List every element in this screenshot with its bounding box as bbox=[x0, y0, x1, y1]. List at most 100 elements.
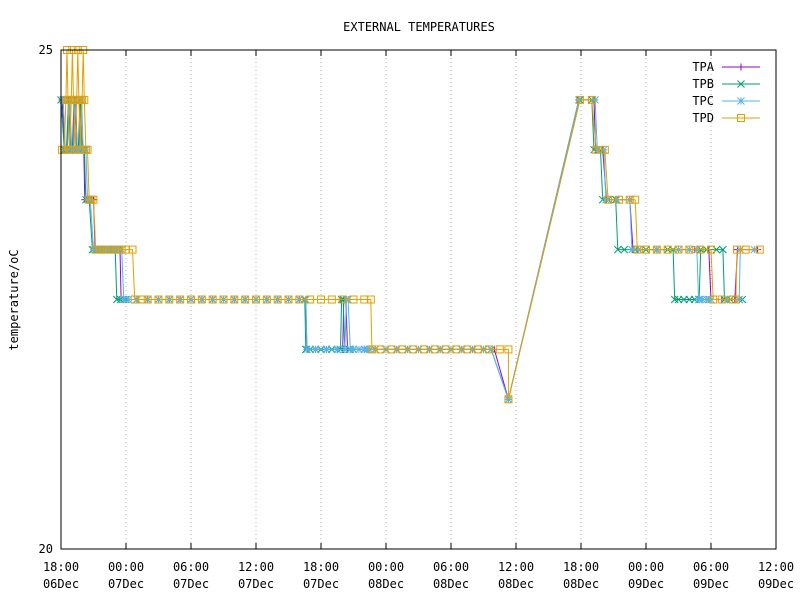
data-point bbox=[91, 245, 100, 254]
data-point bbox=[355, 345, 363, 354]
x-tick-date: 08Dec bbox=[498, 577, 534, 591]
data-point bbox=[600, 145, 609, 154]
x-tick-date: 08Dec bbox=[563, 577, 599, 591]
data-point bbox=[117, 245, 126, 254]
data-point bbox=[614, 195, 623, 204]
x-tick-label: 00:00 bbox=[368, 560, 404, 574]
data-point bbox=[130, 295, 139, 304]
data-point bbox=[463, 345, 472, 354]
data-point bbox=[338, 295, 347, 304]
x-tick-label: 06:00 bbox=[693, 560, 729, 574]
data-point bbox=[197, 295, 206, 304]
series-line bbox=[62, 49, 760, 400]
legend-label: TPC bbox=[692, 94, 714, 108]
data-point bbox=[741, 245, 750, 254]
data-point bbox=[604, 195, 613, 204]
x-tick-date: 07Dec bbox=[108, 577, 144, 591]
data-point bbox=[398, 345, 407, 354]
data-point bbox=[89, 195, 98, 204]
data-point bbox=[625, 195, 634, 204]
legend-marker bbox=[737, 63, 745, 71]
data-point bbox=[333, 345, 342, 354]
data-point bbox=[587, 95, 596, 104]
x-tick-label: 18:00 bbox=[43, 560, 79, 574]
data-point bbox=[143, 295, 152, 304]
data-point bbox=[176, 295, 185, 304]
series-layer bbox=[57, 46, 764, 404]
data-point bbox=[322, 345, 331, 354]
legend-marker bbox=[737, 80, 745, 88]
data-point bbox=[96, 245, 104, 254]
x-tick-date: 07Dec bbox=[238, 577, 274, 591]
data-point bbox=[670, 295, 679, 304]
x-tick-label: 18:00 bbox=[563, 560, 599, 574]
data-point bbox=[419, 345, 428, 354]
data-point bbox=[441, 345, 450, 354]
data-point bbox=[262, 295, 271, 304]
data-point bbox=[104, 245, 113, 254]
data-point bbox=[592, 145, 601, 154]
data-point bbox=[138, 295, 147, 304]
data-point bbox=[154, 295, 163, 304]
data-point bbox=[219, 295, 228, 304]
data-point bbox=[241, 295, 250, 304]
legend: TPA TPB TPC TPD bbox=[692, 60, 760, 125]
x-tick-label: 12:00 bbox=[758, 560, 794, 574]
legend-label: TPD bbox=[692, 111, 714, 125]
x-tick-date: 07Dec bbox=[173, 577, 209, 591]
data-point bbox=[719, 245, 727, 254]
plot-frame bbox=[60, 49, 777, 550]
data-point bbox=[633, 245, 642, 254]
data-point bbox=[128, 245, 137, 254]
legend-label: TPB bbox=[692, 77, 714, 91]
series-tpd bbox=[58, 46, 764, 404]
data-point bbox=[409, 345, 418, 354]
data-point bbox=[208, 295, 217, 304]
data-point bbox=[112, 295, 121, 304]
x-tick-label: 00:00 bbox=[628, 560, 664, 574]
x-tick-date: 08Dec bbox=[433, 577, 469, 591]
data-point bbox=[674, 295, 683, 304]
data-point bbox=[628, 245, 636, 254]
data-point bbox=[109, 245, 117, 254]
data-point bbox=[303, 345, 311, 354]
data-point bbox=[367, 345, 376, 354]
data-point bbox=[349, 295, 358, 304]
x-axis: 18:00 06Dec 00:00 07Dec 06:00 07Dec 12:00 07Dec… bbox=[43, 50, 794, 591]
data-point bbox=[707, 245, 715, 254]
data-point bbox=[327, 295, 336, 304]
data-point bbox=[631, 195, 640, 204]
data-point bbox=[504, 345, 513, 354]
x-tick-date: 07Dec bbox=[303, 577, 339, 591]
x-tick-label: 12:00 bbox=[498, 560, 534, 574]
data-point bbox=[484, 345, 493, 354]
chart-title: EXTERNAL TEMPERATURES bbox=[343, 20, 495, 34]
data-point bbox=[430, 345, 439, 354]
data-point bbox=[680, 295, 688, 304]
data-point bbox=[504, 395, 513, 404]
data-point bbox=[674, 245, 683, 254]
data-point bbox=[65, 145, 74, 154]
data-point bbox=[613, 245, 622, 254]
data-point bbox=[100, 245, 109, 254]
data-point bbox=[474, 345, 483, 354]
data-point bbox=[717, 295, 726, 304]
x-tick-date: 06Dec bbox=[43, 577, 79, 591]
legend-label: TPA bbox=[692, 60, 714, 74]
data-point bbox=[733, 245, 741, 254]
data-point bbox=[124, 295, 133, 304]
x-tick-date: 09Dec bbox=[628, 577, 664, 591]
data-point bbox=[71, 145, 80, 154]
data-point bbox=[755, 245, 764, 254]
y-tick-label: 20 bbox=[39, 542, 53, 556]
x-tick-date: 09Dec bbox=[693, 577, 729, 591]
data-point bbox=[113, 245, 122, 254]
data-point bbox=[366, 295, 375, 304]
data-point bbox=[731, 295, 740, 304]
series-tpc bbox=[59, 96, 759, 404]
data-point bbox=[642, 245, 650, 254]
data-point bbox=[685, 245, 694, 254]
legend-marker bbox=[737, 97, 745, 105]
